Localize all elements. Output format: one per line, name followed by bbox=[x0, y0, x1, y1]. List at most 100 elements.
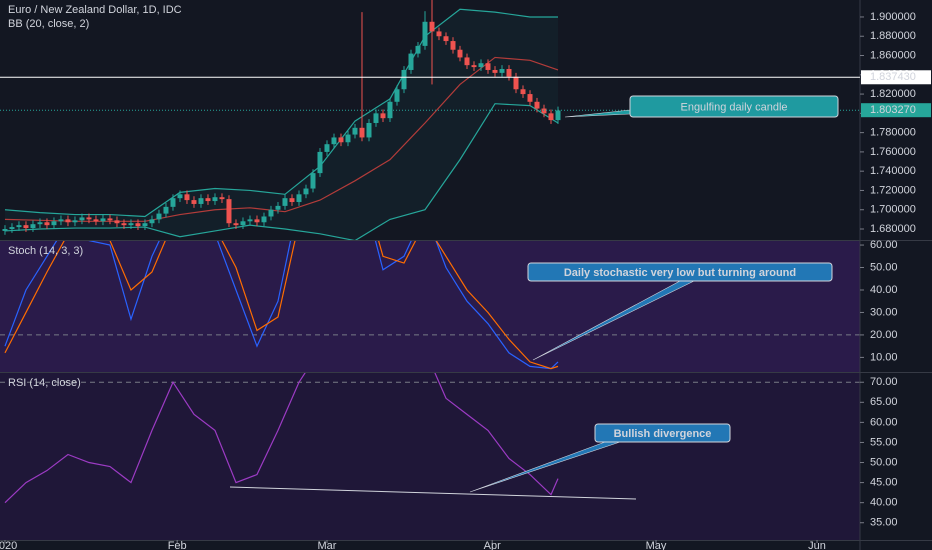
indicator-label: Stoch (14, 3, 3) bbox=[8, 245, 83, 257]
y-tick-label: 1.740000 bbox=[870, 165, 916, 177]
candle-body bbox=[324, 144, 330, 152]
candle-body bbox=[303, 188, 309, 195]
candle-body bbox=[471, 65, 477, 68]
candle-body bbox=[93, 219, 99, 222]
candle-body bbox=[240, 221, 246, 226]
candle-body bbox=[191, 200, 197, 204]
candle-body bbox=[422, 21, 428, 46]
candle-body bbox=[100, 218, 106, 222]
candle-body bbox=[198, 198, 204, 204]
candle-body bbox=[233, 223, 239, 226]
price-label: 1.803270 bbox=[870, 104, 916, 116]
candle-body bbox=[142, 223, 148, 227]
y-tick-label: 65.00 bbox=[870, 396, 898, 408]
candle-body bbox=[121, 223, 127, 226]
candle-body bbox=[212, 197, 218, 202]
candle-body bbox=[226, 199, 232, 224]
candle-body bbox=[9, 227, 15, 230]
price-label-box bbox=[861, 103, 931, 118]
y-tick-label: 1.760000 bbox=[870, 146, 916, 158]
pane-background bbox=[0, 241, 860, 372]
pane bbox=[2, 0, 561, 240]
candle-body bbox=[23, 225, 29, 229]
candle-body bbox=[415, 45, 421, 54]
x-tick-label: May bbox=[646, 540, 667, 550]
candle-body bbox=[156, 213, 162, 220]
candle-body bbox=[359, 127, 365, 138]
series-line bbox=[4, 241, 559, 370]
candle-body bbox=[163, 206, 169, 214]
candle-body bbox=[114, 220, 120, 224]
series-line bbox=[4, 103, 559, 240]
y-tick-label: 40.00 bbox=[870, 284, 898, 296]
candle-body bbox=[16, 225, 22, 228]
candle-body bbox=[275, 205, 281, 210]
x-tick-label: Jun bbox=[808, 540, 826, 550]
candle-body bbox=[478, 63, 484, 68]
y-tick-label: 55.00 bbox=[870, 436, 898, 448]
y-tick-label: 30.00 bbox=[870, 306, 898, 318]
candle-body bbox=[51, 221, 57, 226]
candle-body bbox=[387, 101, 393, 119]
candle-body bbox=[555, 110, 561, 121]
candle-body bbox=[443, 36, 449, 42]
callout-box bbox=[527, 262, 833, 282]
candle-body bbox=[177, 194, 183, 199]
y-tick-label: 1.900000 bbox=[870, 11, 916, 23]
y-tick-label: 1.700000 bbox=[870, 204, 916, 216]
candle-body bbox=[107, 218, 113, 221]
candle-body bbox=[170, 198, 176, 207]
candle-body bbox=[37, 222, 43, 225]
candle-body bbox=[310, 173, 316, 189]
candle-body bbox=[184, 194, 190, 201]
candle-body bbox=[317, 151, 323, 174]
candle-body bbox=[513, 76, 519, 90]
y-tick-label: 10.00 bbox=[870, 351, 898, 363]
candle-body bbox=[268, 209, 274, 217]
candle-body bbox=[254, 219, 260, 223]
y-tick-label: 60.00 bbox=[870, 239, 898, 251]
candle-body bbox=[492, 69, 498, 73]
price-label: 1.837430 bbox=[870, 71, 916, 83]
callout-box bbox=[594, 423, 731, 443]
series-line bbox=[4, 373, 559, 504]
callout-text: Daily stochastic very low but turning ar… bbox=[564, 267, 796, 279]
y-tick-label: 50.00 bbox=[870, 456, 898, 468]
candle-body bbox=[128, 223, 134, 226]
y-tick-label: 1.780000 bbox=[870, 127, 916, 139]
y-tick-label: 45.00 bbox=[870, 477, 898, 489]
candle-body bbox=[30, 224, 36, 229]
y-tick-label: 20.00 bbox=[870, 329, 898, 341]
x-tick-label: 2020 bbox=[0, 540, 17, 550]
candle-body bbox=[436, 31, 442, 37]
candle-body bbox=[408, 53, 414, 70]
candle-body bbox=[394, 89, 400, 102]
candle-body bbox=[282, 198, 288, 206]
candle-body bbox=[520, 89, 526, 95]
candle-body bbox=[429, 21, 435, 32]
candle-body bbox=[331, 137, 337, 145]
candle-body bbox=[373, 113, 379, 123]
candle-body bbox=[296, 194, 302, 203]
candle-body bbox=[401, 69, 407, 90]
x-tick-label: Apr bbox=[484, 540, 501, 550]
candle-body bbox=[345, 134, 351, 143]
candle-body bbox=[366, 122, 372, 138]
candle-body bbox=[219, 197, 225, 200]
candle-body bbox=[261, 216, 267, 223]
candle-body bbox=[79, 217, 85, 221]
candle-body bbox=[534, 101, 540, 109]
candle-body bbox=[72, 220, 78, 223]
y-tick-label: 1.880000 bbox=[870, 30, 916, 42]
y-tick-label: 60.00 bbox=[870, 416, 898, 428]
y-tick-label: 1.680000 bbox=[870, 223, 916, 235]
pane-background bbox=[0, 373, 860, 540]
candle-body bbox=[527, 94, 533, 102]
candle-body bbox=[2, 229, 8, 231]
x-tick-label: Feb bbox=[168, 540, 187, 550]
band-fill bbox=[4, 9, 559, 240]
y-tick-label: 50.00 bbox=[870, 261, 898, 273]
pane bbox=[0, 373, 860, 504]
candle-body bbox=[289, 198, 295, 203]
